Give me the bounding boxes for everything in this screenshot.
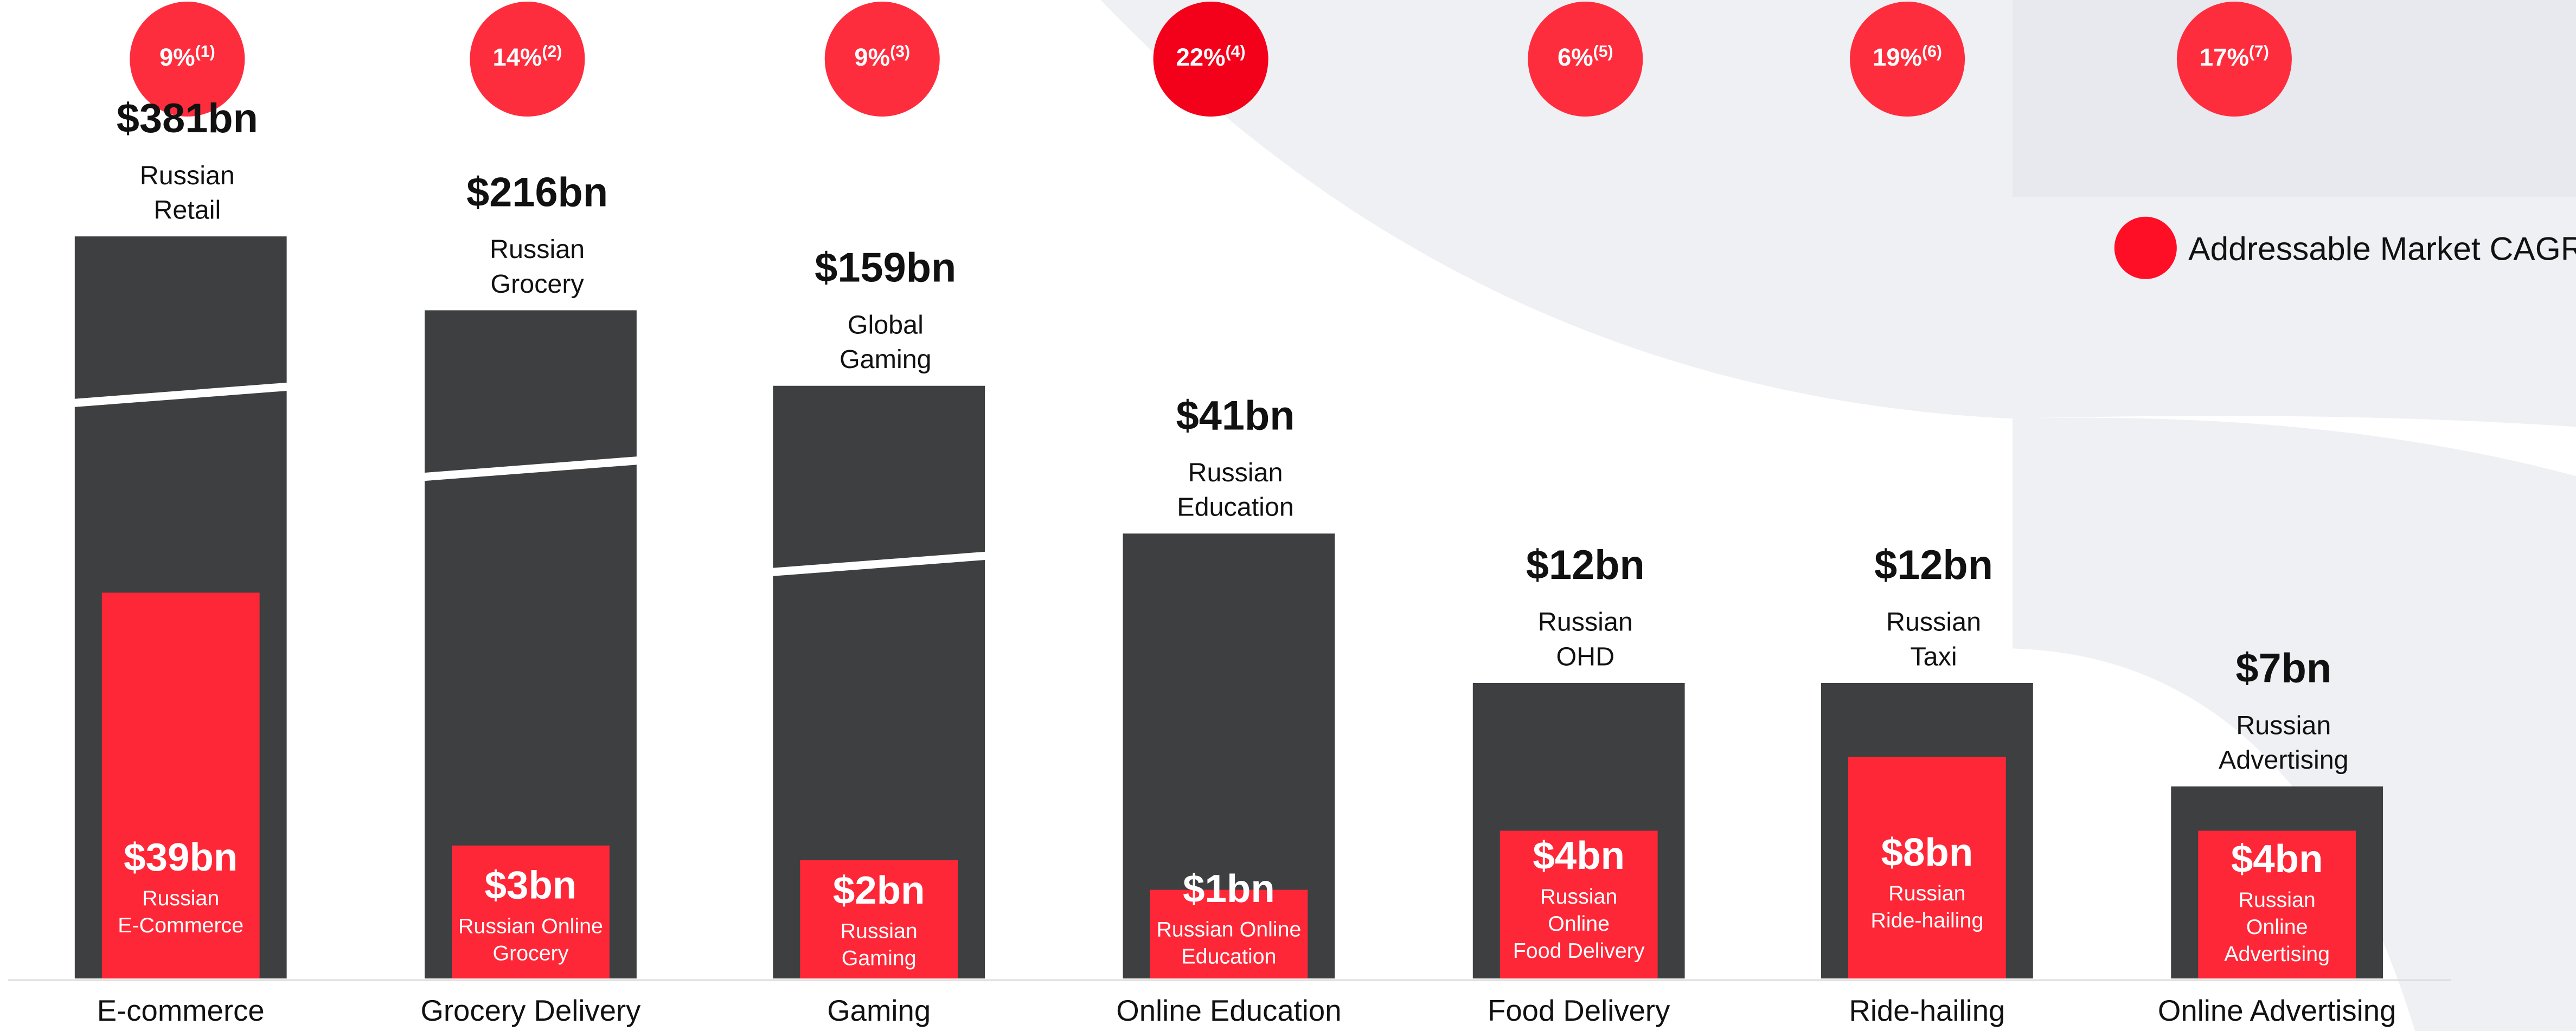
market-line: Retail — [153, 195, 221, 224]
addressable-line: Education — [1181, 945, 1276, 969]
cagr-value: 9% — [854, 43, 890, 71]
addressable-line: Russian — [841, 919, 918, 943]
market-line: OHD — [1556, 642, 1614, 671]
addressable-line: Online — [2246, 915, 2308, 939]
addressable-value: $1bn — [1183, 867, 1275, 911]
cagr-value: 19% — [1873, 43, 1922, 71]
cagr-value: 6% — [1558, 43, 1593, 71]
bar-break — [771, 551, 987, 577]
cagr-value: 9% — [159, 43, 195, 71]
cagr-circle — [1528, 2, 1643, 117]
category-label: Grocery Delivery — [420, 994, 641, 1027]
addressable-bar — [452, 845, 610, 979]
addressable-value: $8bn — [1881, 830, 1973, 874]
market-value: $41bn — [1176, 392, 1295, 439]
category-label: Online Advertising — [2158, 994, 2396, 1027]
cagr-note: (1) — [195, 43, 215, 61]
cagr-label: 9%(1) — [159, 43, 215, 71]
cagr-value: 14% — [492, 43, 542, 71]
cagr-value: 17% — [2200, 43, 2249, 71]
category-label: Gaming — [827, 994, 931, 1027]
cagr-circle — [824, 2, 940, 117]
addressable-value: $4bn — [1533, 834, 1625, 878]
cagr-note: (4) — [1226, 43, 1246, 61]
market-line: Russian — [1188, 458, 1283, 487]
cagr-note: (3) — [890, 43, 910, 61]
cagr-label: 22%(4) — [1176, 43, 1246, 71]
cagr-note: (2) — [542, 43, 562, 61]
market-value: $216bn — [466, 169, 608, 215]
category-label: E-commerce — [97, 994, 265, 1027]
addressable-line: Advertising — [2224, 942, 2330, 966]
addressable-line: Ride-hailing — [1870, 908, 1983, 932]
cagr-circle — [1153, 2, 1268, 117]
market-line: Russian — [140, 161, 235, 190]
market-line: Russian — [490, 235, 585, 264]
market-value: $7bn — [2235, 646, 2331, 692]
market-line: Russian — [1538, 608, 1633, 637]
market-line: Russian — [1886, 608, 1981, 637]
bar-break — [73, 382, 289, 408]
category-label: Ride-hailing — [1849, 994, 2005, 1027]
addressable-line: Food Delivery — [1513, 939, 1645, 963]
addressable-line: E-Commerce — [118, 913, 243, 937]
addressable-value: $39bn — [124, 835, 238, 879]
addressable-line: Gaming — [842, 946, 917, 970]
addressable-value: $2bn — [833, 868, 925, 912]
cagr-label: 14%(2) — [492, 43, 562, 71]
cagr-note: (5) — [1593, 43, 1613, 61]
category-label: Food Delivery — [1488, 994, 1670, 1027]
legend-label: Addressable Market CAGR — [2188, 230, 2576, 267]
market-line: Global — [848, 311, 924, 340]
addressable-value: $4bn — [2231, 837, 2323, 881]
legend-swatch — [2114, 216, 2177, 279]
cagr-value: 22% — [1176, 43, 1226, 71]
category-label: Online Education — [1116, 994, 1341, 1027]
cagr-note: (6) — [1922, 43, 1942, 61]
cagr-circle — [470, 2, 585, 117]
cagr-label: 9%(3) — [854, 43, 910, 71]
market-line: Taxi — [1910, 642, 1957, 671]
addressable-bar — [800, 860, 958, 979]
addressable-bar — [1500, 830, 1658, 979]
addressable-line: Russian — [1540, 885, 1617, 908]
addressable-bar — [1150, 890, 1308, 979]
addressable-line: Russian — [142, 886, 219, 910]
addressable-line: Russian — [2239, 888, 2316, 912]
addressable-line: Russian Online — [458, 914, 603, 938]
addressable-value: $3bn — [485, 864, 577, 907]
addressable-line: Online — [1548, 912, 1610, 936]
market-value: $12bn — [1526, 542, 1645, 588]
addressable-bar — [1848, 757, 2006, 979]
market-line: Education — [1177, 493, 1294, 522]
market-value: $12bn — [1874, 542, 1993, 588]
addressable-bar — [2198, 830, 2356, 979]
market-value: $381bn — [117, 95, 258, 141]
cagr-label: 19%(6) — [1873, 43, 1942, 71]
addressable-bar — [101, 592, 260, 979]
cagr-circle — [130, 2, 245, 117]
addressable-line: Russian Online — [1156, 918, 1301, 942]
market-line: Grocery — [490, 269, 584, 299]
market-line: Advertising — [2219, 745, 2349, 775]
market-line: Gaming — [840, 345, 932, 374]
cagr-label: 17%(7) — [2200, 43, 2269, 71]
cagr-circle — [2176, 2, 2292, 117]
cagr-note: (7) — [2249, 43, 2269, 61]
cagr-circle — [1850, 2, 1965, 117]
cagr-label: 6%(5) — [1558, 43, 1613, 71]
bar-break — [423, 456, 638, 481]
addressable-line: Grocery — [492, 942, 568, 965]
addressable-line: Russian — [1888, 881, 1965, 905]
market-line: Russian — [2236, 711, 2331, 740]
market-value: $159bn — [815, 245, 956, 291]
